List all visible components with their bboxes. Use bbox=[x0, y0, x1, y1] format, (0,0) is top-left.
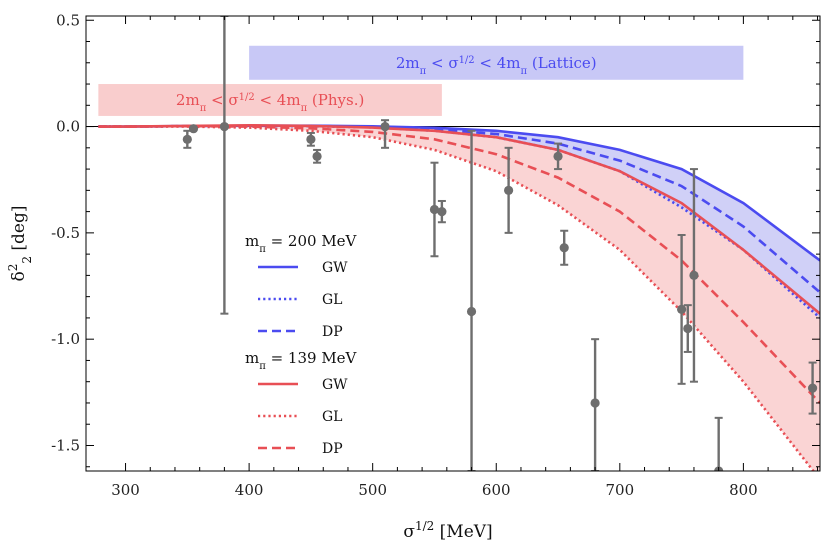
legend: mπ = 200 MeV GW GL DP mπ = 139 MeV GW GL DP bbox=[245, 232, 358, 457]
data-point bbox=[188, 124, 199, 134]
data-point-marker bbox=[306, 134, 316, 144]
data-point bbox=[219, 16, 229, 315]
data-point-marker bbox=[380, 121, 390, 132]
y-tick-label: -1.0 bbox=[51, 330, 80, 348]
data-point bbox=[182, 129, 192, 149]
tick-layer: 300 400 500 600 700 800 0.5 0.0 -0.5 -1.0 -1.5 bbox=[51, 11, 820, 499]
data-point bbox=[466, 129, 477, 471]
legend-label: GL bbox=[322, 409, 342, 425]
data-point-marker bbox=[312, 151, 322, 161]
band-label-lattice: 2mπ < σ1/2 < 4mπ (Lattice) bbox=[396, 54, 597, 77]
data-point bbox=[437, 199, 447, 224]
legend-label: DP bbox=[322, 441, 343, 457]
data-point bbox=[677, 233, 687, 385]
data-point-marker bbox=[559, 243, 569, 253]
data-point-marker bbox=[504, 185, 514, 195]
legend-label: GL bbox=[322, 292, 342, 308]
data-point bbox=[504, 146, 514, 234]
x-tick-label: 400 bbox=[235, 481, 264, 499]
data-point-marker bbox=[807, 383, 818, 393]
data-point-marker bbox=[677, 304, 687, 315]
plot-border bbox=[85, 15, 821, 472]
data-point-marker bbox=[429, 204, 440, 215]
data-point-marker bbox=[182, 134, 192, 144]
plot-frame bbox=[85, 15, 821, 472]
data-point bbox=[590, 338, 600, 471]
data-point bbox=[312, 148, 322, 164]
data-point-marker bbox=[683, 323, 693, 334]
data-point bbox=[807, 361, 818, 415]
y-tick-label: -0.5 bbox=[51, 224, 80, 242]
x-axis-label: σ1/2 [MeV] bbox=[403, 519, 492, 542]
band-lattice bbox=[249, 45, 744, 80]
legend-label: GW bbox=[322, 260, 348, 276]
y-tick-label: -1.5 bbox=[51, 436, 80, 454]
x-tick-label: 700 bbox=[605, 481, 634, 499]
data-point bbox=[380, 119, 390, 149]
curve-layer bbox=[98, 123, 820, 471]
data-point bbox=[553, 142, 563, 171]
band-layer: 2mπ < σ1/2 < 4mπ (Lattice) 2mπ < σ1/2 < 4… bbox=[98, 45, 744, 116]
x-tick-label: 300 bbox=[111, 481, 140, 499]
fill-band-200 bbox=[98, 125, 820, 318]
y-tick-label: 0.0 bbox=[56, 118, 80, 136]
data-point-marker bbox=[437, 207, 447, 217]
legend-label: DP bbox=[322, 324, 343, 340]
data-point bbox=[689, 168, 699, 383]
data-point-marker bbox=[553, 151, 563, 161]
data-point bbox=[683, 304, 693, 353]
data-point-marker bbox=[590, 398, 600, 408]
fill-band-139 bbox=[98, 125, 820, 471]
curve-dp-139 bbox=[98, 124, 820, 404]
data-point bbox=[559, 229, 569, 266]
y-tick-label: 0.5 bbox=[56, 11, 80, 29]
data-point-marker bbox=[219, 121, 229, 132]
data-point-layer bbox=[182, 16, 818, 471]
x-tick-label: 600 bbox=[482, 481, 511, 499]
legend-group-header: mπ = 200 MeV bbox=[245, 232, 358, 255]
legend-group-header: mπ = 139 MeV bbox=[245, 349, 358, 372]
data-point bbox=[714, 416, 724, 471]
data-point-marker bbox=[188, 124, 199, 134]
x-tick-label: 500 bbox=[358, 481, 387, 499]
band-label-phys: 2mπ < σ1/2 < 4mπ (Phys.) bbox=[176, 91, 364, 114]
x-tick-label: 800 bbox=[729, 481, 758, 499]
fill-layer bbox=[98, 125, 820, 471]
legend-label: GW bbox=[322, 377, 348, 393]
y-axis-label: δ22 [deg] bbox=[6, 205, 34, 281]
data-point bbox=[306, 131, 316, 147]
band-phys bbox=[98, 84, 442, 116]
label-layer: σ1/2 [MeV] δ22 [deg] bbox=[6, 205, 493, 542]
data-point-marker bbox=[689, 270, 699, 280]
data-point-marker bbox=[466, 306, 477, 317]
data-point bbox=[429, 161, 440, 258]
